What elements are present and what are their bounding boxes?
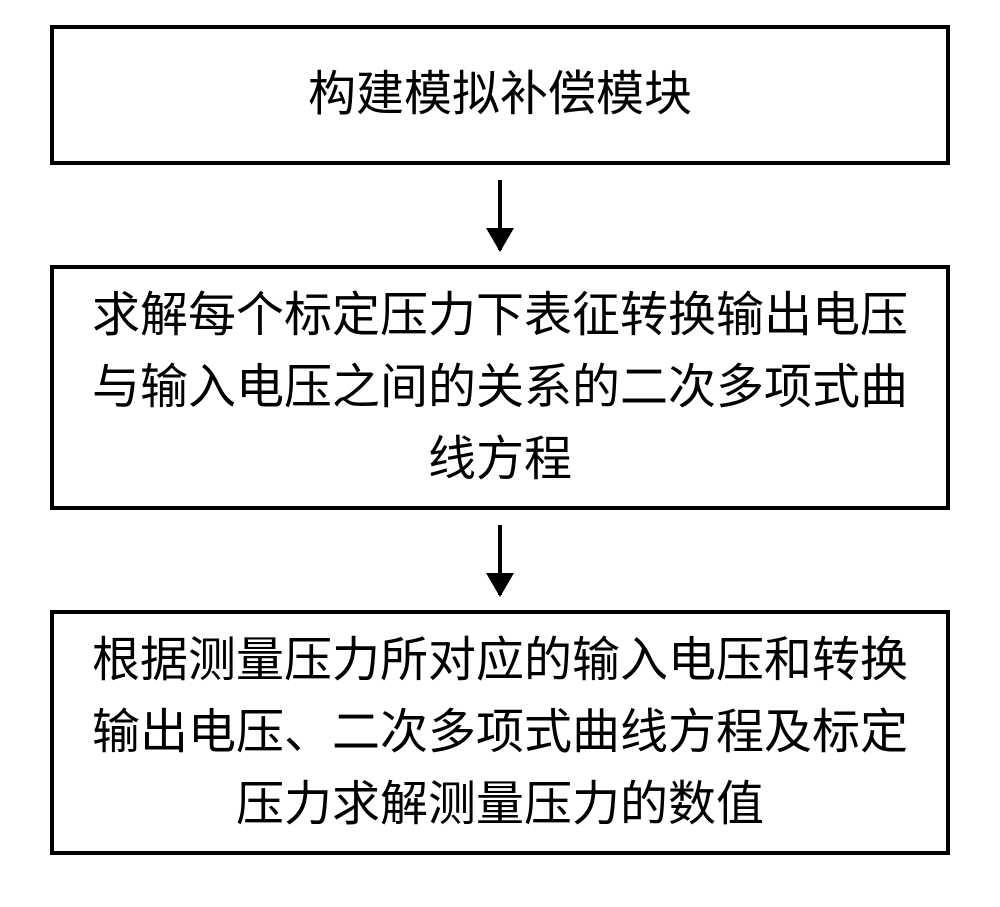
arrow-1	[498, 180, 502, 250]
arrow-2-container	[50, 510, 950, 610]
node-3-text: 根据测量压力所对应的输入电压和转换输出电压、二次多项式曲线方程及标定压力求解测量…	[84, 625, 916, 841]
node-1-text: 构建模拟补偿模块	[308, 59, 692, 131]
node-2-text: 求解每个标定压力下表征转换输出电压与输入电压之间的关系的二次多项式曲线方程	[84, 280, 916, 496]
flowchart-node-3: 根据测量压力所对应的输入电压和转换输出电压、二次多项式曲线方程及标定压力求解测量…	[50, 610, 950, 855]
arrow-1-container	[50, 165, 950, 265]
flowchart-node-1: 构建模拟补偿模块	[50, 25, 950, 165]
flowchart-container: 构建模拟补偿模块 求解每个标定压力下表征转换输出电压与输入电压之间的关系的二次多…	[50, 25, 950, 855]
flowchart-node-2: 求解每个标定压力下表征转换输出电压与输入电压之间的关系的二次多项式曲线方程	[50, 265, 950, 510]
arrow-2	[498, 525, 502, 595]
